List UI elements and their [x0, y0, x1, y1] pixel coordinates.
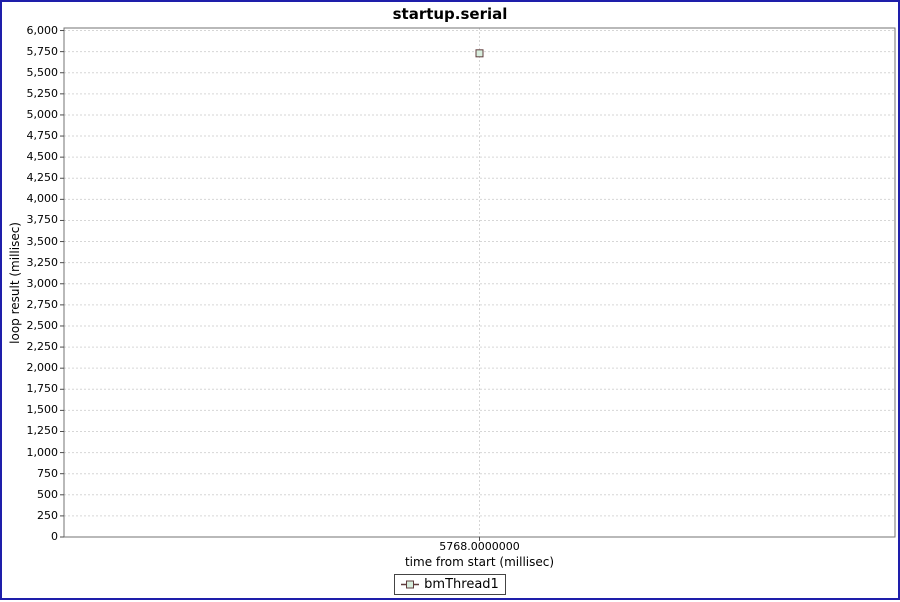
y-tick-label: 6,000	[26, 23, 59, 37]
y-tick-label: 1,250	[26, 424, 59, 438]
y-tick-label: 1,000	[26, 445, 59, 459]
chart-title: startup.serial	[392, 5, 508, 23]
y-axis-label: loop result (millisec)	[8, 221, 22, 344]
series-marker-icon	[401, 580, 420, 589]
y-tick-label: 5,000	[26, 107, 59, 121]
y-tick-label: 4,000	[26, 192, 59, 206]
y-tick-label: 2,000	[26, 361, 59, 375]
data-point	[475, 49, 484, 58]
legend-row: bmThread1	[2, 574, 898, 595]
y-tick-label: 5,500	[26, 65, 59, 79]
y-axis-label-wrap: loop result (millisec)	[8, 2, 22, 563]
y-tick-label: 2,750	[26, 297, 59, 311]
y-tick-label: 5,750	[26, 44, 59, 58]
y-tick-label: 5,250	[26, 86, 59, 100]
y-tick-label: 2,500	[26, 318, 59, 332]
y-tick-label: 3,500	[26, 234, 59, 248]
y-tick-label: 1,750	[26, 382, 59, 396]
y-tick-label: 2,250	[26, 340, 59, 354]
legend: bmThread1	[394, 574, 506, 595]
legend-label: bmThread1	[424, 577, 499, 592]
y-tick-label: 3,750	[26, 213, 59, 227]
y-tick-label: 4,750	[26, 129, 59, 143]
y-tick-label: 1,500	[26, 403, 59, 417]
x-tick-label: 5768.0000000	[439, 540, 520, 553]
y-tick-label: 0	[51, 530, 58, 543]
legend-square	[406, 580, 415, 589]
y-tick-label: 4,250	[26, 171, 59, 185]
y-tick-label: 500	[37, 487, 58, 501]
y-tick-label: 750	[37, 466, 58, 480]
y-tick-label: 250	[37, 508, 58, 522]
y-tick-label: 3,250	[26, 255, 59, 269]
y-tick-label: 3,000	[26, 276, 59, 290]
y-tick-label: 4,500	[26, 150, 59, 164]
x-axis-label: time from start (millisec)	[404, 555, 555, 569]
